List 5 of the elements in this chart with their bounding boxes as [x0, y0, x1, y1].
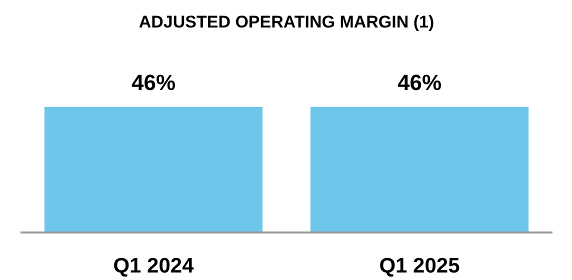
data-label: 46% [131, 70, 176, 95]
data-label: 46% [397, 70, 442, 95]
chart-title: ADJUSTED OPERATING MARGIN (1) [138, 12, 434, 32]
x-tick-label: Q1 2024 [113, 254, 194, 278]
x-tick-label: Q1 2025 [379, 254, 460, 278]
